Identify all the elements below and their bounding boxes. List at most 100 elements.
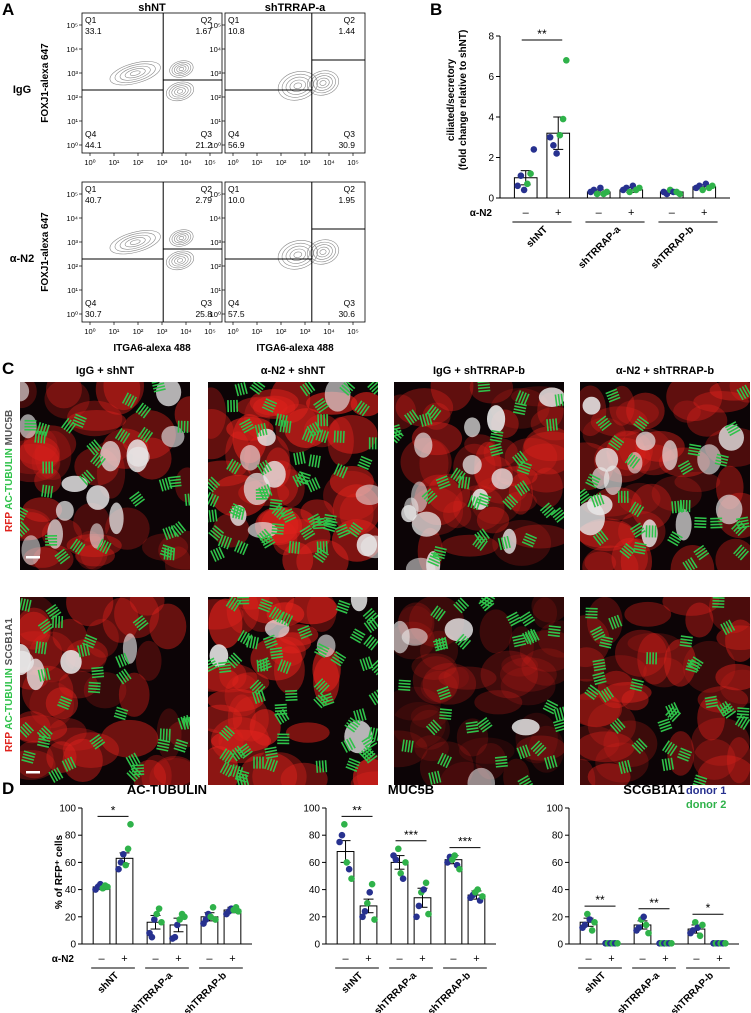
cilia-stroke bbox=[432, 554, 445, 560]
cilia-stroke bbox=[733, 544, 743, 555]
flow-quadrant-value: 25.8 bbox=[195, 309, 212, 319]
cilia-stroke bbox=[323, 431, 330, 444]
cilia-stroke bbox=[368, 614, 378, 624]
cilia-stroke bbox=[125, 756, 133, 769]
cilia-stroke bbox=[694, 520, 707, 523]
rfp-cell bbox=[480, 650, 538, 699]
data-point bbox=[699, 921, 706, 929]
cilia-stroke bbox=[252, 636, 257, 649]
flow-x-tick-label: 10² bbox=[133, 158, 144, 167]
cilia-stroke bbox=[284, 516, 297, 524]
cilia-tuft bbox=[344, 717, 361, 733]
cilia-tuft bbox=[584, 684, 601, 701]
cilia-stroke bbox=[478, 719, 490, 728]
cilia-stroke bbox=[151, 382, 164, 384]
data-point bbox=[635, 924, 643, 931]
cilia-stroke bbox=[268, 606, 277, 618]
cilia-stroke bbox=[467, 477, 471, 490]
cilia-stroke bbox=[214, 509, 218, 522]
cilia-stroke bbox=[580, 490, 588, 500]
rfp-cell bbox=[664, 639, 697, 687]
group-label: shNT bbox=[340, 970, 365, 995]
cilia-tuft bbox=[168, 475, 182, 488]
cilia-stroke bbox=[20, 527, 23, 537]
cilia-stroke bbox=[169, 484, 182, 488]
cilia-stroke bbox=[366, 620, 375, 632]
cilia-tuft bbox=[280, 508, 297, 524]
cilia-stroke bbox=[716, 453, 729, 459]
cilia-stroke bbox=[544, 704, 556, 712]
cilia-stroke bbox=[592, 661, 606, 666]
cilia-tuft bbox=[292, 471, 308, 488]
cilia-tuft bbox=[609, 718, 626, 735]
cilia-stroke bbox=[480, 597, 491, 607]
data-point bbox=[640, 913, 648, 921]
cilia-stroke bbox=[74, 542, 83, 553]
cilia-stroke bbox=[180, 420, 183, 433]
cilia-tuft bbox=[20, 520, 30, 537]
cilia-stroke bbox=[88, 681, 101, 685]
cilia-stroke bbox=[352, 630, 364, 639]
cilia-stroke bbox=[54, 548, 65, 558]
cilia-stroke bbox=[559, 707, 564, 720]
cilia-stroke bbox=[682, 561, 691, 570]
cilia-stroke bbox=[359, 659, 365, 672]
cilia-stroke bbox=[434, 771, 439, 784]
cilia-stroke bbox=[737, 707, 750, 710]
cilia-stroke bbox=[696, 549, 708, 558]
flow-contour-line bbox=[169, 60, 194, 78]
cilia-stroke bbox=[467, 495, 473, 508]
rfp-cell bbox=[443, 500, 472, 529]
cilia-stroke bbox=[544, 757, 549, 770]
cilia-stroke bbox=[330, 658, 342, 667]
flow-y-tick-label: 10⁰ bbox=[210, 310, 221, 319]
rfp-cell bbox=[709, 382, 750, 401]
y-tick-label: 100 bbox=[303, 804, 320, 815]
cilia-stroke bbox=[218, 667, 231, 671]
rfp-cell bbox=[252, 752, 307, 785]
cilia-stroke bbox=[689, 443, 702, 448]
cilia-stroke bbox=[297, 625, 310, 632]
cilia-stroke bbox=[264, 749, 278, 754]
cilia-stroke bbox=[61, 760, 69, 772]
rfp-cell bbox=[350, 392, 378, 417]
cilia-stroke bbox=[361, 708, 367, 721]
cilia-stroke bbox=[621, 761, 626, 774]
cilia-stroke bbox=[338, 532, 351, 539]
cilia-stroke bbox=[586, 478, 598, 486]
cilia-stroke bbox=[275, 413, 279, 426]
cilia-stroke bbox=[121, 670, 130, 682]
rfp-cell bbox=[52, 618, 87, 653]
cilia-stroke bbox=[331, 656, 343, 664]
micrograph-rendering bbox=[394, 382, 564, 570]
cilia-tuft bbox=[671, 500, 683, 514]
cilia-stroke bbox=[580, 488, 586, 497]
cilia-tuft bbox=[20, 505, 29, 521]
cilia-stroke bbox=[562, 706, 564, 719]
cilia-stroke bbox=[235, 776, 241, 785]
cilia-stroke bbox=[506, 496, 517, 506]
cilia-stroke bbox=[673, 702, 680, 714]
cilia-stroke bbox=[324, 516, 337, 521]
cilia-stroke bbox=[161, 478, 167, 491]
cilia-stroke bbox=[464, 476, 468, 489]
cilia-stroke bbox=[259, 756, 261, 769]
cilia-stroke bbox=[358, 461, 371, 468]
cilia-stroke bbox=[616, 614, 623, 627]
flow-x-tick-label: 10⁵ bbox=[347, 327, 358, 336]
cilia-stroke bbox=[737, 548, 747, 559]
cilia-stroke bbox=[315, 760, 319, 773]
secretory-cell bbox=[26, 658, 45, 691]
cilia-stroke bbox=[519, 746, 525, 759]
cilia-stroke bbox=[21, 759, 34, 764]
cilia-tuft bbox=[268, 606, 285, 623]
cilia-stroke bbox=[184, 493, 188, 506]
cilia-tuft bbox=[472, 535, 488, 551]
secretory-cell bbox=[122, 633, 138, 664]
cilia-stroke bbox=[208, 662, 218, 670]
flow-x-tick-label: 10⁵ bbox=[347, 158, 358, 167]
cilia-stroke bbox=[170, 526, 180, 538]
data-point bbox=[593, 190, 601, 198]
cilia-stroke bbox=[221, 749, 230, 761]
cilia-stroke bbox=[96, 538, 104, 551]
